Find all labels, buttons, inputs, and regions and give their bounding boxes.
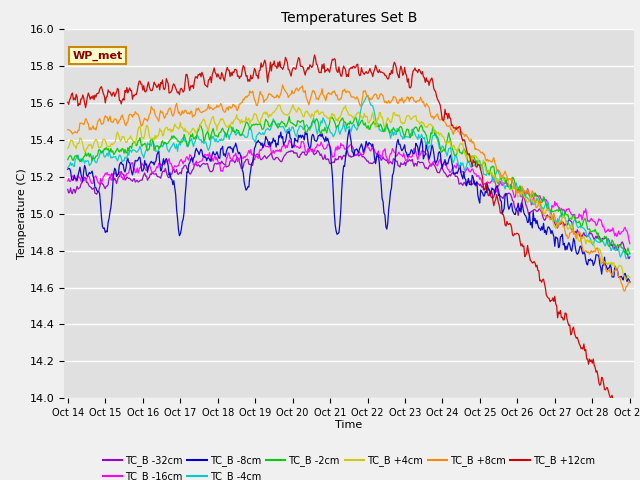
Legend: TC_B -32cm, TC_B -16cm, TC_B -8cm, TC_B -4cm, TC_B -2cm, TC_B +4cm, TC_B +8cm, T: TC_B -32cm, TC_B -16cm, TC_B -8cm, TC_B …: [99, 451, 599, 480]
X-axis label: Time: Time: [335, 420, 362, 430]
Text: WP_met: WP_met: [72, 50, 123, 60]
Y-axis label: Temperature (C): Temperature (C): [17, 168, 27, 259]
Title: Temperatures Set B: Temperatures Set B: [280, 11, 417, 25]
